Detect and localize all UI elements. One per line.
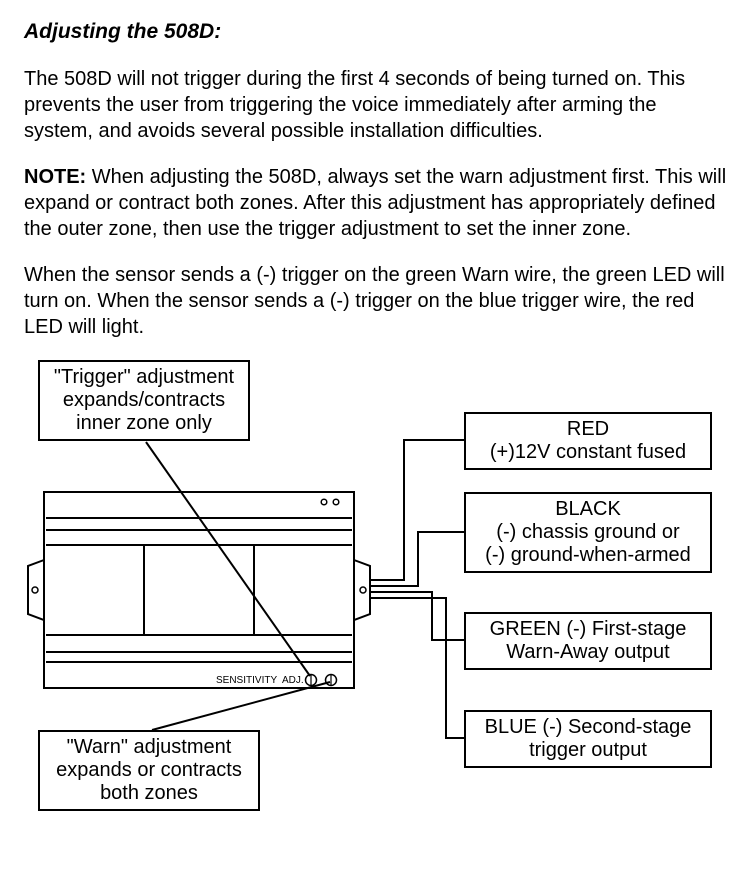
- wiring-diagram: SENSITIVITY ADJ. "Trigger" adjustment ex…: [24, 360, 728, 820]
- wire-black-line2: (-) chassis ground or: [496, 521, 679, 543]
- wire-label-red: RED (+)12V constant fused: [464, 412, 712, 470]
- wire-green-line1: GREEN (-) First-stage: [490, 618, 687, 640]
- wire-blue-line2: trigger output: [529, 739, 647, 761]
- wire-blue-line1: BLUE (-) Second-stage: [485, 716, 692, 738]
- page-title: Adjusting the 508D:: [24, 20, 728, 44]
- wire-black-line3: (-) ground-when-armed: [485, 544, 691, 566]
- note-label: NOTE:: [24, 166, 86, 188]
- wire-label-black: BLACK (-) chassis ground or (-) ground-w…: [464, 492, 712, 573]
- paragraph-led: When the sensor sends a (-) trigger on t…: [24, 262, 728, 340]
- wire-label-blue: BLUE (-) Second-stage trigger output: [464, 710, 712, 768]
- callout-warn-line3: both zones: [100, 782, 198, 804]
- callout-trigger-line2: expands/contracts: [63, 389, 225, 411]
- wire-green-line2: Warn-Away output: [506, 641, 669, 663]
- callout-trigger-line3: inner zone only: [76, 412, 212, 434]
- wire-label-green: GREEN (-) First-stage Warn-Away output: [464, 612, 712, 670]
- callout-trigger-adjustment: "Trigger" adjustment expands/contracts i…: [38, 360, 250, 441]
- callout-warn-line2: expands or contracts: [56, 759, 242, 781]
- callout-warn-adjustment: "Warn" adjustment expands or contracts b…: [38, 730, 260, 811]
- paragraph-intro: The 508D will not trigger during the fir…: [24, 66, 728, 144]
- adj-label: ADJ.: [282, 675, 304, 686]
- sensitivity-label: SENSITIVITY: [216, 675, 277, 686]
- note-text: When adjusting the 508D, always set the …: [24, 166, 726, 240]
- paragraph-note: NOTE: When adjusting the 508D, always se…: [24, 164, 728, 242]
- callout-warn-line1: "Warn" adjustment: [67, 736, 232, 758]
- callout-trigger-line1: "Trigger" adjustment: [54, 366, 234, 388]
- wire-black-line1: BLACK: [555, 498, 621, 520]
- wire-red-line1: RED: [567, 418, 609, 440]
- wire-red-line2: (+)12V constant fused: [490, 441, 686, 463]
